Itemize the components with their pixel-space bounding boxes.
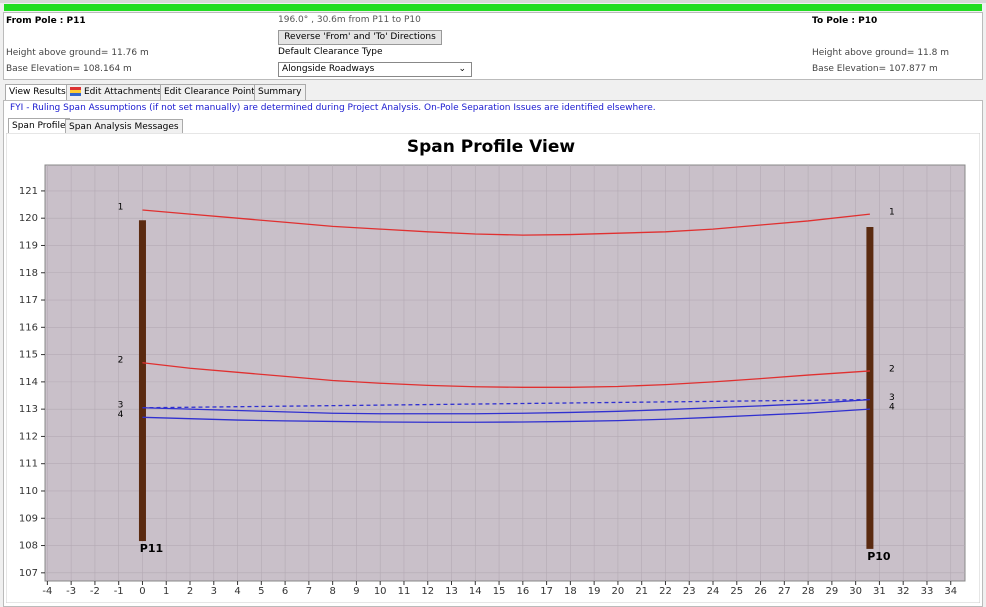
x-tick-label: 10 — [374, 586, 387, 597]
tab[interactable]: Edit Clearance Points — [160, 84, 264, 100]
y-tick-label: 116 — [19, 322, 38, 333]
x-tick-label: 23 — [683, 586, 696, 597]
from-pole: From Pole : P11 — [6, 16, 86, 26]
subtab[interactable]: Span Analysis Messages — [65, 119, 183, 134]
wire-label: 2 — [889, 364, 895, 374]
x-tick-label: 3 — [211, 586, 217, 597]
x-tick-label: 11 — [398, 586, 411, 597]
wire-line — [142, 408, 870, 423]
tab-label: Edit Attachments — [84, 87, 162, 97]
x-tick-label: 24 — [707, 586, 720, 597]
wire-label: 2 — [118, 355, 124, 365]
pole — [138, 220, 146, 542]
wire-label: 3 — [889, 393, 895, 403]
y-tick-label: 111 — [19, 459, 38, 470]
x-tick-label: 19 — [588, 586, 601, 597]
x-tick-label: 4 — [234, 586, 240, 597]
chart: Span Profile View 1071081091101111121131… — [6, 133, 980, 603]
clearance-value: Alongside Roadways — [282, 64, 375, 74]
y-tick-label: 112 — [19, 431, 38, 442]
dropdown-arrow: ⌄ — [458, 64, 466, 74]
x-tick-label: 27 — [778, 586, 791, 597]
x-tick-label: 20 — [612, 586, 625, 597]
x-tick-label: 21 — [635, 586, 648, 597]
x-tick-label: 12 — [421, 586, 434, 597]
x-tick-label: 26 — [754, 586, 767, 597]
x-tick-label: 18 — [564, 586, 577, 597]
wire-line — [142, 362, 870, 388]
tab[interactable]: Summary — [254, 84, 306, 100]
x-tick-label: 25 — [730, 586, 743, 597]
pole-label: P11 — [140, 542, 163, 555]
chord-line — [142, 398, 870, 409]
wire-label: 1 — [889, 208, 895, 218]
y-tick-label: 110 — [19, 486, 38, 497]
wire-line — [142, 398, 870, 415]
x-tick-label: 34 — [944, 586, 957, 597]
x-tick-label: 0 — [139, 586, 145, 597]
wire-label: 1 — [118, 203, 124, 213]
y-tick-label: 108 — [19, 541, 38, 552]
x-tick-label: -4 — [42, 586, 52, 597]
subtab[interactable]: Span Profile — [8, 118, 70, 134]
wire-line — [142, 209, 870, 236]
tab[interactable]: View Results — [5, 84, 70, 100]
span-info: 196.0° , 30.6m from P11 to P10 — [278, 15, 421, 25]
x-tick-label: -1 — [114, 586, 124, 597]
clearance-label: Default Clearance Type — [278, 47, 383, 57]
y-tick-label: 120 — [19, 213, 38, 224]
reverse-button[interactable]: Reverse 'From' and 'To' Directions — [278, 30, 442, 45]
x-tick-label: 29 — [826, 586, 839, 597]
x-tick-label: 13 — [445, 586, 458, 597]
chart-title: Span Profile View — [407, 137, 576, 157]
x-tick-label: 22 — [659, 586, 672, 597]
to-pole: To Pole : P10 — [812, 16, 878, 26]
y-tick-label: 113 — [19, 404, 38, 415]
from-base: Base Elevation= 108.164 m — [6, 64, 132, 74]
clearance-select[interactable]: Alongside Roadways ⌄ — [278, 62, 472, 77]
status-bar — [4, 4, 982, 11]
x-tick-label: 15 — [493, 586, 506, 597]
tab[interactable]: Edit Attachments — [66, 84, 166, 100]
x-tick-label: 8 — [329, 586, 335, 597]
wire-label: 3 — [118, 400, 124, 410]
x-tick-label: 14 — [469, 586, 482, 597]
y-tick-label: 117 — [19, 295, 38, 306]
plot-area — [44, 164, 966, 582]
from-height: Height above ground= 11.76 m — [6, 48, 149, 58]
x-tick-label: 33 — [921, 586, 934, 597]
y-tick-label: 118 — [19, 268, 38, 279]
x-tick-label: 2 — [187, 586, 193, 597]
pole-label: P10 — [867, 550, 891, 563]
x-tick-label: 9 — [353, 586, 359, 597]
x-tick-label: 5 — [258, 586, 264, 597]
x-tick-label: 7 — [306, 586, 312, 597]
tab-icon — [70, 87, 81, 96]
to-base: Base Elevation= 107.877 m — [812, 64, 938, 74]
y-tick-label: 107 — [19, 568, 38, 579]
x-tick-label: 1 — [163, 586, 169, 597]
y-tick-label: 114 — [19, 377, 38, 388]
y-tick-label: 115 — [19, 350, 38, 361]
y-tick-label: 119 — [19, 240, 38, 251]
y-tick-label: 109 — [19, 513, 38, 524]
wire-label: 4 — [118, 410, 124, 420]
toolbar-strip — [0, 0, 986, 3]
header-panel — [3, 12, 983, 80]
x-tick-label: -3 — [66, 586, 76, 597]
x-tick-label: 32 — [897, 586, 910, 597]
x-tick-label: 17 — [540, 586, 553, 597]
x-tick-label: 30 — [849, 586, 862, 597]
x-tick-label: 6 — [282, 586, 288, 597]
y-tick-label: 121 — [19, 186, 38, 197]
pole — [866, 227, 874, 549]
wire-label: 4 — [889, 403, 895, 413]
notice: FYI - Ruling Span Assumptions (if not se… — [10, 103, 656, 113]
x-tick-label: 16 — [516, 586, 529, 597]
x-tick-label: 28 — [802, 586, 815, 597]
x-tick-label: 31 — [873, 586, 886, 597]
x-tick-label: -2 — [90, 586, 100, 597]
to-height: Height above ground= 11.8 m — [812, 48, 949, 58]
